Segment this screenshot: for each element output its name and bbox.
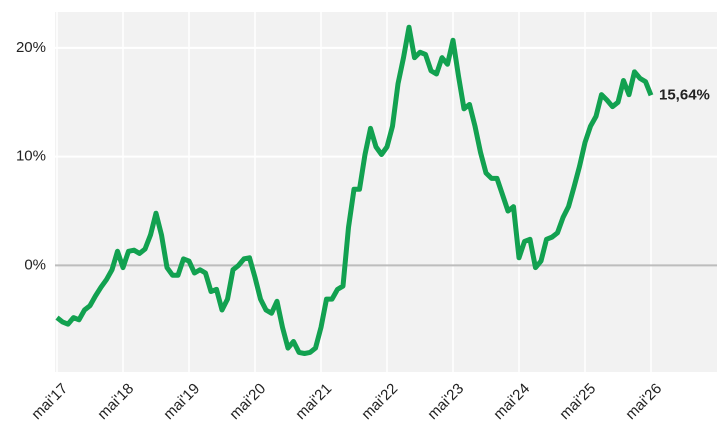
x-tick-label: mai'18 bbox=[94, 380, 137, 423]
value-label: 15,64% bbox=[659, 86, 710, 103]
y-tick-label: 0% bbox=[24, 256, 46, 273]
x-tick-label: mai'23 bbox=[424, 380, 467, 423]
x-tick-label: mai'22 bbox=[358, 380, 401, 423]
y-tick-label: 10% bbox=[16, 148, 46, 165]
x-tick-label: mai'19 bbox=[160, 380, 203, 423]
x-tick-label: mai'20 bbox=[226, 380, 269, 423]
x-tick-label: mai'17 bbox=[28, 380, 71, 423]
x-tick-label: mai'26 bbox=[622, 380, 665, 423]
x-tick-label: mai'21 bbox=[292, 380, 335, 423]
x-tick-label: mai'24 bbox=[490, 380, 533, 423]
y-tick-label: 20% bbox=[16, 39, 46, 56]
x-tick-label: mai'25 bbox=[556, 380, 599, 423]
plot-area bbox=[55, 12, 717, 372]
line bbox=[55, 24, 654, 357]
